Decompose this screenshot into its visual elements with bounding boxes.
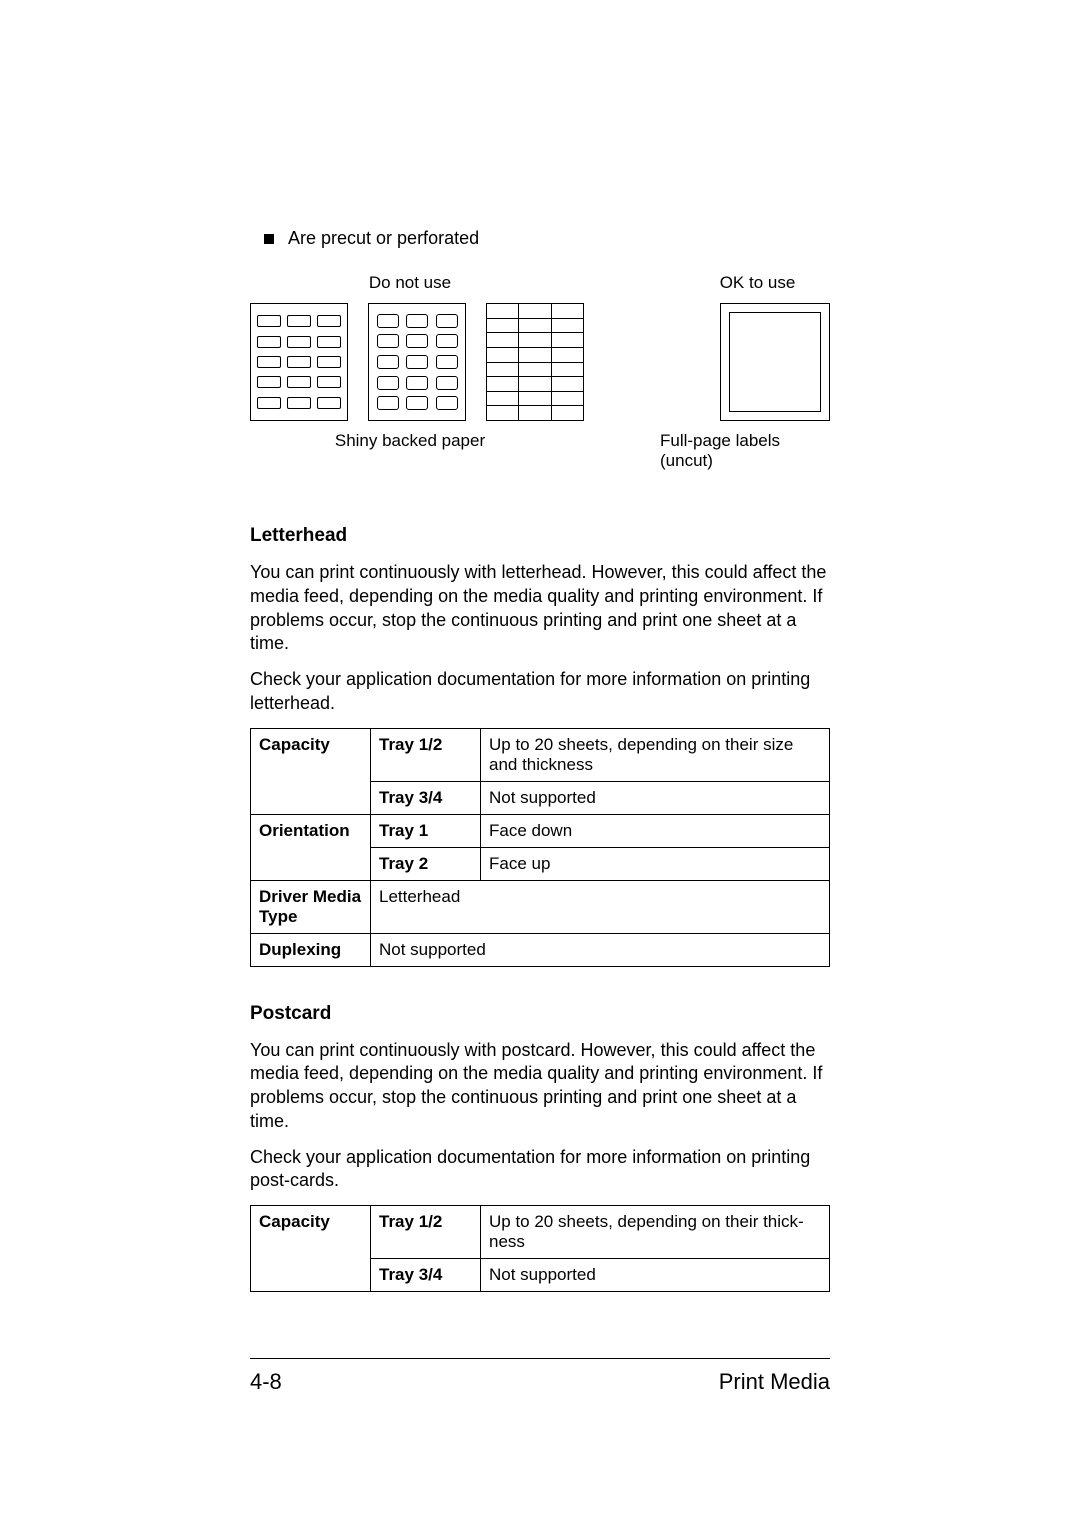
bullet-item: Are precut or perforated [250,228,830,249]
driver-media-value: Letterhead [371,880,830,933]
tray2-label: Tray 2 [371,847,481,880]
letterhead-p2: Check your application documentation for… [250,668,830,716]
perforated-sheet-icon [486,303,584,421]
do-not-use-group [250,303,584,421]
tray12-label: Tray 1/2 [371,1206,481,1259]
letterhead-p1: You can print continuously with letterhe… [250,561,830,656]
tray34-value: Not supported [481,781,830,814]
tray34-label: Tray 3/4 [371,1259,481,1292]
tray1-value: Face down [481,814,830,847]
capacity-header: Capacity [251,1206,371,1259]
label-illustrations [250,303,830,421]
shiny-caption: Shiny backed paper [250,431,570,471]
fullpage-caption: Full-page labels (uncut) [660,431,830,471]
table-row: Capacity Tray 1/2 Up to 20 sheets, depen… [251,1206,830,1259]
tray34-value: Not supported [481,1259,830,1292]
table-row: Duplexing Not supported [251,933,830,966]
page-footer: 4-8 Print Media [250,1358,830,1395]
footer-section: Print Media [719,1369,830,1395]
do-not-use-label: Do not use [250,273,570,293]
orientation-header: Orientation [251,814,371,847]
table-row: Tray 2 Face up [251,847,830,880]
capacity-header: Capacity [251,728,371,781]
tray1-label: Tray 1 [371,814,481,847]
tray12-label: Tray 1/2 [371,728,481,781]
postcard-p1: You can print continuously with postcard… [250,1039,830,1134]
full-page-label-icon [720,303,830,421]
tray12-value: Up to 20 sheets, depending on their thic… [481,1206,830,1259]
bullet-icon [264,234,274,244]
duplexing-header: Duplexing [251,933,371,966]
bullet-text: Are precut or perforated [288,228,479,249]
precut-labels-dense-icon [250,303,348,421]
precut-labels-spaced-icon [368,303,466,421]
postcard-p2: Check your application documentation for… [250,1146,830,1194]
table-row: Capacity Tray 1/2 Up to 20 sheets, depen… [251,728,830,781]
tray12-value: Up to 20 sheets, depending on their size… [481,728,830,781]
table-row: Orientation Tray 1 Face down [251,814,830,847]
postcard-table: Capacity Tray 1/2 Up to 20 sheets, depen… [250,1205,830,1292]
table-row: Driver Media Type Letterhead [251,880,830,933]
ok-to-use-label: OK to use [685,273,830,293]
duplexing-value: Not supported [371,933,830,966]
table-row: Tray 3/4 Not supported [251,1259,830,1292]
driver-media-header: Driver Media Type [251,880,371,933]
image-header-row: Do not use OK to use [250,273,830,293]
letterhead-heading: Letterhead [250,525,830,547]
document-page: Are precut or perforated Do not use OK t… [0,0,1080,1527]
letterhead-table: Capacity Tray 1/2 Up to 20 sheets, depen… [250,728,830,967]
table-row: Tray 3/4 Not supported [251,781,830,814]
tray2-value: Face up [481,847,830,880]
tray34-label: Tray 3/4 [371,781,481,814]
page-number: 4-8 [250,1369,282,1395]
postcard-heading: Postcard [250,1003,830,1025]
illustration-captions: Shiny backed paper Full-page labels (unc… [250,431,830,471]
